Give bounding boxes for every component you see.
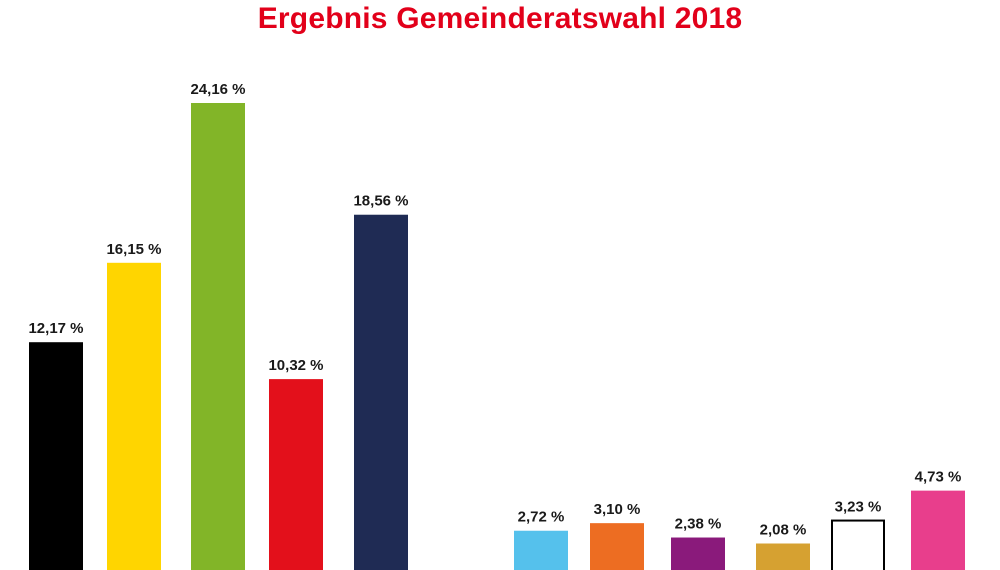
bar-value-label-9: 2,08 %	[760, 522, 807, 539]
bar-4	[269, 379, 323, 570]
bar-value-label-4: 10,32 %	[268, 357, 323, 374]
bar-7	[590, 523, 644, 570]
bar-value-label-10: 3,23 %	[835, 499, 882, 516]
bar-value-label-3: 24,16 %	[190, 81, 245, 98]
chart-title: Ergebnis Gemeinderatswahl 2018	[257, 2, 743, 35]
bar-5	[354, 214, 408, 570]
bar-value-label-2: 16,15 %	[106, 241, 161, 258]
bar-value-label-6: 2,72 %	[518, 509, 565, 526]
bar-2	[107, 262, 161, 570]
bar-8	[671, 537, 725, 570]
bar-1	[29, 342, 83, 570]
bar-11	[911, 490, 965, 570]
bar-3	[191, 103, 245, 570]
bar-value-label-1: 12,17 %	[28, 320, 83, 337]
bar-value-label-7: 3,10 %	[594, 501, 641, 518]
bar-10	[831, 519, 885, 570]
bar-value-label-5: 18,56 %	[353, 193, 408, 210]
bar-9	[756, 543, 810, 570]
bar-value-label-11: 4,73 %	[915, 469, 962, 486]
bar-6	[514, 530, 568, 570]
bar-value-label-8: 2,38 %	[675, 516, 722, 533]
